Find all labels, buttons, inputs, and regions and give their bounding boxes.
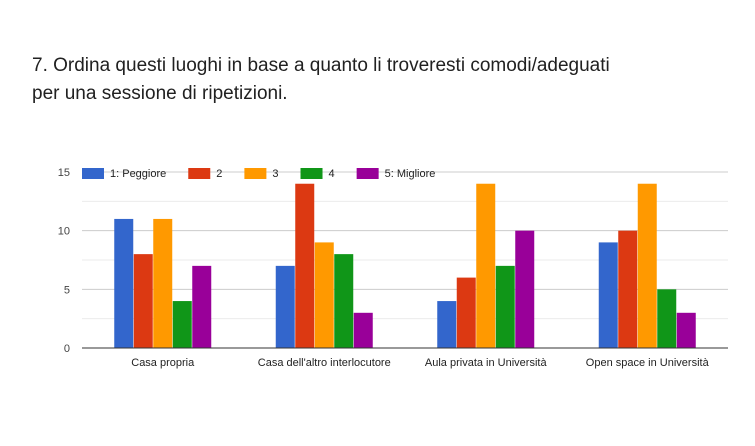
legend-label: 1: Peggiore — [110, 168, 166, 180]
legend-label: 4 — [329, 168, 335, 180]
bar — [275, 265, 295, 348]
legend-label: 3 — [272, 168, 278, 180]
bar — [598, 242, 618, 348]
bar — [618, 230, 638, 348]
legend-swatch — [188, 168, 211, 179]
title-line-2: per una sessione di ripetizioni. — [32, 83, 288, 104]
bar — [657, 289, 677, 348]
y-tick-label: 0 — [64, 343, 70, 355]
bar — [515, 230, 535, 348]
chart-title: 7. Ordina questi luoghi in base a quanto… — [32, 52, 732, 108]
y-tick-label: 15 — [58, 167, 70, 179]
bar — [437, 301, 457, 348]
bars — [114, 183, 696, 348]
bar — [676, 312, 696, 348]
legend: 1: Peggiore 2 3 4 5: Migliore — [82, 168, 435, 180]
legend-swatch — [300, 168, 323, 179]
legend-swatch — [356, 168, 379, 179]
bar — [314, 242, 334, 348]
legend-label: 5: Migliore — [385, 168, 436, 180]
category-label: Casa dell'altro interlocutore — [258, 357, 391, 369]
bar — [153, 218, 173, 348]
category-label: Aula privata in Università — [425, 357, 548, 369]
bar — [476, 183, 496, 348]
title-line-1: 7. Ordina questi luoghi in base a quanto… — [32, 55, 610, 76]
category-label: Open space in Università — [586, 357, 710, 369]
bar — [172, 301, 192, 348]
bar — [456, 277, 476, 348]
bar — [353, 312, 373, 348]
bar — [192, 265, 212, 348]
category-label: Casa propria — [131, 357, 195, 369]
bar — [637, 183, 657, 348]
bar — [495, 265, 515, 348]
legend-swatch — [82, 168, 104, 179]
bar — [334, 254, 354, 348]
bar — [295, 183, 315, 348]
legend-swatch — [244, 168, 267, 179]
axes: 0 5 10 15 Casa propria Casa dell'altro interl… — [58, 167, 728, 369]
bar — [114, 218, 134, 348]
y-tick-label: 10 — [58, 226, 70, 238]
legend-label: 2 — [216, 168, 222, 180]
y-tick-label: 5 — [64, 284, 70, 296]
bar — [133, 254, 153, 348]
